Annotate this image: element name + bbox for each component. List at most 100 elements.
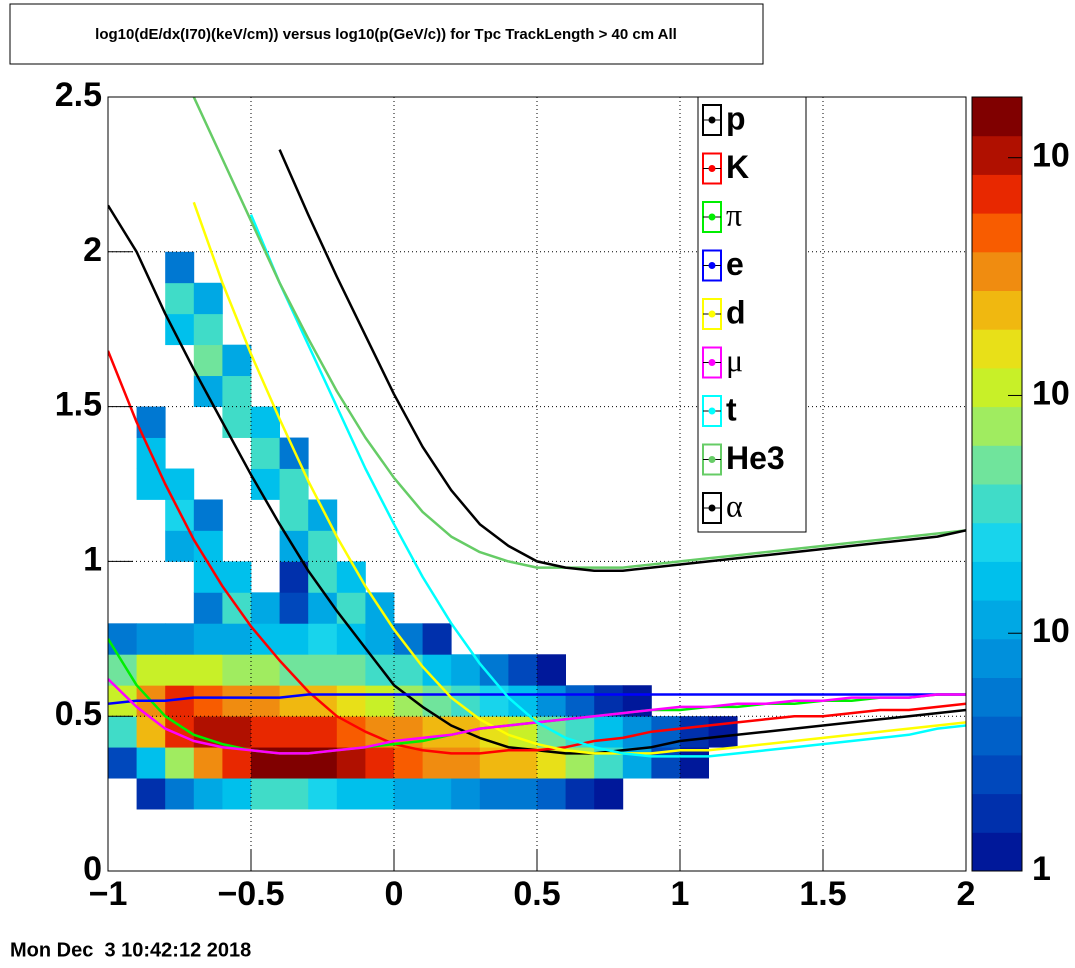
legend-marker <box>708 359 716 366</box>
heatmap-cell <box>222 716 252 748</box>
heatmap-cell <box>279 499 309 531</box>
heatmap-cell <box>251 592 280 624</box>
heatmap-cell <box>279 654 309 686</box>
heatmap-cell <box>108 654 137 686</box>
colorbar-step <box>972 793 1022 833</box>
heatmap-cell <box>165 499 195 531</box>
heatmap-cell <box>136 716 166 748</box>
z-tick-label: 1 <box>1032 850 1051 888</box>
legend-marker <box>708 504 716 512</box>
colorbar-step <box>972 754 1022 795</box>
legend-marker <box>708 407 716 415</box>
heatmap-cell <box>222 778 252 810</box>
curve <box>249 214 966 758</box>
title-box <box>9 3 764 65</box>
colorbar-step <box>972 97 1022 137</box>
heatmap-cell <box>308 530 338 562</box>
heatmap-cell <box>193 623 223 655</box>
x-tick-label: 2 <box>957 875 976 913</box>
x-tick-label: −0.5 <box>217 875 284 913</box>
heatmap-cell <box>422 778 452 810</box>
colorbar-step <box>972 135 1022 175</box>
x-tick-label: −1 <box>89 875 128 913</box>
heatmap-cell <box>394 685 423 717</box>
colorbar-step <box>972 174 1022 214</box>
heatmap-cell <box>108 747 137 779</box>
heatmap-cell <box>680 747 709 779</box>
curve <box>192 97 966 569</box>
chart-title: log10(dE/dx(I70)(keV/cm)) versus log10(p… <box>95 26 677 43</box>
x-tick-label: 0.5 <box>513 875 560 913</box>
heatmap-cell <box>165 747 195 779</box>
legend-label: He3 <box>726 440 785 476</box>
legend-label: t <box>726 391 737 427</box>
heatmap-cell <box>251 654 280 686</box>
x-tick-label: 0 <box>385 875 404 913</box>
y-tick-label: 0.5 <box>55 695 102 733</box>
curves <box>108 97 966 758</box>
heatmap-cell <box>365 778 395 810</box>
heatmap-cell <box>394 778 423 810</box>
heatmap-cell <box>165 623 195 655</box>
heatmap-cell <box>422 716 452 748</box>
heatmap-cell <box>508 778 538 810</box>
y-tick-label: 2.5 <box>55 76 102 114</box>
colorbar-step <box>972 638 1022 678</box>
heatmap-cell <box>193 375 223 407</box>
heatmap-cell <box>537 778 566 810</box>
heatmap-cell <box>108 716 137 748</box>
heatmap-cell <box>708 716 738 748</box>
heatmap-cell <box>165 251 195 284</box>
heatmap-cell <box>422 685 452 717</box>
heatmap-cell <box>594 716 624 748</box>
heatmap-cell <box>222 685 252 717</box>
z-tick-label: 10 <box>1032 374 1070 412</box>
heatmap-cell <box>422 654 452 686</box>
colorbar-step <box>972 251 1022 291</box>
heatmap-cell <box>165 282 195 315</box>
colorbar-step <box>972 522 1022 562</box>
heatmap-cell <box>222 561 252 593</box>
heatmap-cell <box>193 344 223 377</box>
curve <box>108 693 966 706</box>
colorbar-step <box>972 677 1022 717</box>
legend-label: p <box>726 100 746 136</box>
heatmap-cell <box>108 623 137 655</box>
legend-label: e <box>726 246 744 282</box>
colorbar-step <box>972 832 1022 872</box>
heatmap-cell <box>251 437 280 469</box>
heatmap-cell <box>193 282 223 315</box>
y-tick-label: 0 <box>83 850 102 888</box>
heatmap-cell <box>279 716 309 748</box>
colorbar-step <box>972 484 1022 524</box>
heatmap-cell <box>136 623 166 655</box>
heatmap-cell <box>251 685 280 717</box>
heatmap-cell <box>193 654 223 686</box>
colorbar-step <box>972 716 1022 756</box>
heatmap-cell <box>308 592 338 624</box>
colorbar-frame <box>971 96 1023 872</box>
heatmap-cell <box>537 685 566 717</box>
heatmap-cell <box>308 778 338 810</box>
heatmap-cell <box>565 778 595 810</box>
heatmap-cell <box>622 747 652 779</box>
heatmap-cell <box>222 406 252 438</box>
heatmap-cell <box>279 561 309 593</box>
heatmap-cell <box>222 375 252 407</box>
heatmap-cell <box>336 716 366 748</box>
heatmap-cell <box>136 778 166 810</box>
heatmap-cell <box>222 623 252 655</box>
colorbar-step <box>972 406 1022 446</box>
legend-label: π <box>726 196 742 232</box>
legend-marker <box>708 116 716 124</box>
heatmap-cell <box>394 654 423 686</box>
colorbar-step <box>972 213 1022 253</box>
timestamp: Mon Dec 3 10:42:12 2018 <box>10 939 251 961</box>
heatmap-cell <box>365 747 395 779</box>
heatmap-cell <box>537 654 566 686</box>
heatmap-cell <box>165 778 195 810</box>
heatmap-cell <box>279 778 309 810</box>
x-tick-label: 1 <box>671 875 690 913</box>
